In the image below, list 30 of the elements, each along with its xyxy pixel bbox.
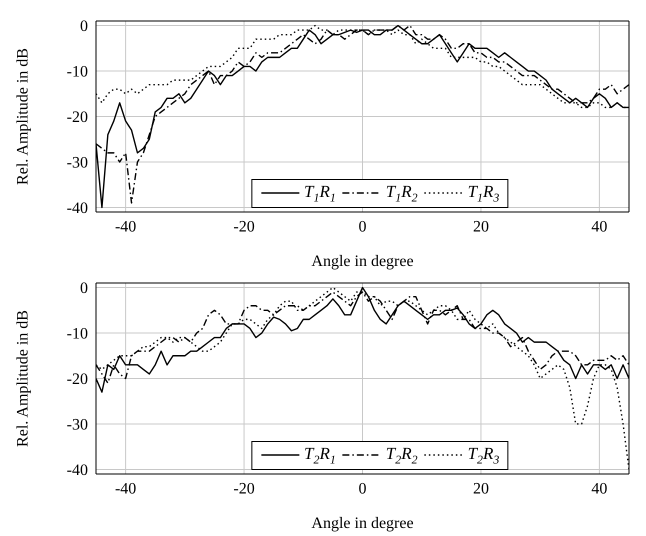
x-tick-label: -40 [114, 480, 136, 498]
y-tick-label: -40 [66, 200, 88, 218]
x-tick-label: -20 [233, 218, 255, 236]
legend-label: T$_{2}$R$_{3}$ [468, 444, 500, 466]
y-tick-label: -30 [66, 154, 88, 172]
legend-label: T$_{2}$R$_{1}$ [304, 444, 336, 466]
legend-label: T$_{1}$R$_{3}$ [468, 182, 500, 204]
y-tick-label: -40 [66, 462, 88, 480]
x-tick-label: 0 [358, 218, 366, 236]
x-tick-label: -20 [233, 480, 255, 498]
legend-label: T$_{1}$R$_{2}$ [386, 182, 418, 204]
x-tick-label: -40 [114, 218, 136, 236]
x-tick-label: 20 [472, 218, 489, 236]
y-axis-title: Rel. Amplitude in dB [14, 310, 32, 447]
y-tick-label: 0 [80, 280, 88, 298]
x-tick-label: 40 [591, 218, 608, 236]
x-tick-label: 0 [358, 480, 366, 498]
y-axis-title: Rel. Amplitude in dB [14, 48, 32, 185]
y-tick-label: -20 [66, 371, 88, 388]
x-axis-title: Angle in degree [311, 515, 414, 532]
y-tick-label: -30 [66, 416, 88, 434]
y-tick-label: -10 [66, 326, 88, 343]
x-tick-label: 40 [591, 480, 608, 498]
legend-label: T$_{1}$R$_{1}$ [304, 182, 336, 204]
y-tick-label: 0 [80, 18, 88, 36]
x-tick-label: 20 [472, 480, 489, 498]
legend-label: T$_{2}$R$_{2}$ [386, 444, 418, 466]
y-tick-label: -20 [66, 109, 88, 126]
y-tick-label: -10 [66, 64, 88, 81]
x-axis-title: Angle in degree [311, 253, 414, 270]
